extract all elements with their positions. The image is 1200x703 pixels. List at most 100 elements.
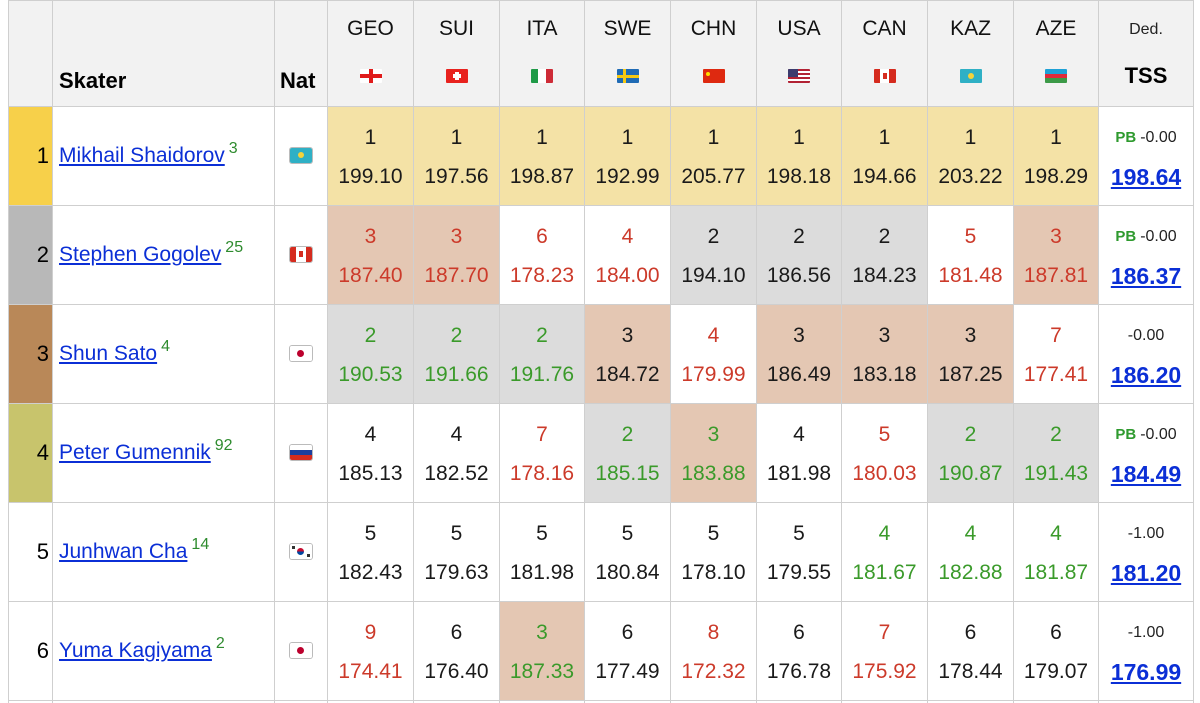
skater-name-link[interactable]: Stephen Gogolev bbox=[59, 243, 222, 266]
judge-placement: 1 bbox=[621, 126, 634, 149]
total-score-link[interactable]: 186.37 bbox=[1110, 263, 1182, 289]
judge-score: 179.63 bbox=[424, 561, 489, 584]
deductions-line: -0.00 bbox=[1099, 312, 1193, 354]
skater-column-header[interactable]: Skater bbox=[52, 0, 275, 107]
skater-name-link[interactable]: Shun Sato bbox=[59, 342, 158, 365]
total-score-link[interactable]: 176.99 bbox=[1110, 659, 1182, 685]
judge-score-cell: 7 177.41 bbox=[1013, 304, 1099, 404]
table-row: 5 Junhwan Cha 14 5 182.43 5 179.63 5 181.98 5 180.… bbox=[8, 502, 1194, 602]
judge-score-cell: 2 194.10 bbox=[670, 205, 757, 305]
judge-placement: 1 bbox=[450, 126, 463, 149]
judge-column-header-chn[interactable]: CHN bbox=[670, 0, 757, 107]
judge-column-header-can[interactable]: CAN bbox=[841, 0, 928, 107]
deductions-value: -0.00 bbox=[1127, 327, 1165, 344]
georgia-flag-icon bbox=[359, 69, 382, 83]
judge-placement: 1 bbox=[878, 126, 891, 149]
judge-score-cell: 5 178.10 bbox=[670, 502, 757, 602]
judge-score-cell: 4 185.13 bbox=[327, 403, 414, 503]
skater-name-link[interactable]: Peter Gumennik bbox=[59, 441, 211, 464]
judge-placement: 3 bbox=[364, 225, 377, 248]
judge-score-cell: 6 176.78 bbox=[756, 601, 842, 701]
skater-name-link[interactable]: Mikhail Shaidorov bbox=[59, 144, 225, 167]
nat-column-header[interactable]: Nat bbox=[274, 0, 328, 107]
judge-column-header-swe[interactable]: SWE bbox=[584, 0, 671, 107]
judge-score: 199.10 bbox=[338, 165, 403, 188]
total-score-link[interactable]: 186.20 bbox=[1110, 362, 1182, 388]
nationality-cell bbox=[274, 106, 328, 206]
judge-score: 198.87 bbox=[509, 165, 575, 188]
personal-best-badge: PB bbox=[1115, 228, 1137, 245]
judge-score-cell: 2 184.23 bbox=[841, 205, 928, 305]
judge-score-cell: 1 205.77 bbox=[670, 106, 757, 206]
results-table: Skater Nat GEO SUI ITA SWE CHN USA CAN KAZ AZE D… bbox=[8, 0, 1194, 703]
judge-score-cell: 5 180.03 bbox=[841, 403, 928, 503]
judge-score-cell: 9 174.41 bbox=[327, 601, 414, 701]
skater-cell: Yuma Kagiyama 2 bbox=[52, 601, 275, 701]
judge-score-cell: 6 179.07 bbox=[1013, 601, 1099, 701]
judge-score-cell: 2 190.87 bbox=[927, 403, 1014, 503]
tss-column-header[interactable]: Ded. TSS bbox=[1098, 0, 1194, 107]
judge-placement: 8 bbox=[707, 621, 720, 644]
judge-score-cell: 3 187.40 bbox=[327, 205, 414, 305]
judge-score: 198.18 bbox=[766, 165, 832, 188]
judge-score: 184.00 bbox=[595, 264, 660, 287]
judge-placement: 6 bbox=[964, 621, 977, 644]
judge-placement: 3 bbox=[878, 324, 891, 347]
kazakhstan-flag-icon bbox=[290, 148, 312, 164]
judge-placement: 5 bbox=[707, 522, 720, 545]
country-code-label: AZE bbox=[1035, 17, 1077, 40]
judge-placement: 2 bbox=[621, 423, 634, 446]
personal-best-badge: PB bbox=[1115, 129, 1137, 146]
judge-score-cell: 3 186.49 bbox=[756, 304, 842, 404]
nationality-cell bbox=[274, 502, 328, 602]
judge-placement: 7 bbox=[878, 621, 891, 644]
judge-column-header-ita[interactable]: ITA bbox=[499, 0, 585, 107]
total-score-link[interactable]: 181.20 bbox=[1110, 560, 1182, 586]
judge-score-cell: 3 187.81 bbox=[1013, 205, 1099, 305]
total-score-link[interactable]: 184.49 bbox=[1110, 461, 1182, 487]
country-code-label: CAN bbox=[862, 17, 907, 40]
judge-placement: 5 bbox=[878, 423, 891, 446]
judge-score: 179.99 bbox=[681, 363, 746, 386]
country-code-label: USA bbox=[777, 17, 821, 40]
total-score-link[interactable]: 198.64 bbox=[1110, 164, 1182, 190]
rank-header bbox=[8, 0, 53, 107]
judge-score-cell: 3 187.25 bbox=[927, 304, 1014, 404]
deductions-value: -0.00 bbox=[1140, 426, 1177, 443]
china-flag-icon bbox=[702, 69, 725, 83]
country-code-label: CHN bbox=[690, 17, 737, 40]
judge-score-cell: 5 181.48 bbox=[927, 205, 1014, 305]
judge-column-header-aze[interactable]: AZE bbox=[1013, 0, 1099, 107]
judge-column-header-sui[interactable]: SUI bbox=[413, 0, 500, 107]
judge-placement: 2 bbox=[1050, 423, 1062, 446]
judge-score-cell: 5 179.55 bbox=[756, 502, 842, 602]
judge-placement: 3 bbox=[707, 423, 720, 446]
table-row: 1 Mikhail Shaidorov 3 1 199.10 1 197.56 1 198.87… bbox=[8, 106, 1194, 206]
judge-score: 179.55 bbox=[766, 561, 832, 584]
judge-placement: 2 bbox=[536, 324, 548, 347]
rank-cell: 6 bbox=[8, 601, 53, 701]
judge-column-header-usa[interactable]: USA bbox=[756, 0, 842, 107]
judge-score-cell: 2 186.56 bbox=[756, 205, 842, 305]
judge-score-cell: 3 187.70 bbox=[413, 205, 500, 305]
judge-score: 181.98 bbox=[509, 561, 575, 584]
judge-score-cell: 7 175.92 bbox=[841, 601, 928, 701]
canada-flag-icon bbox=[290, 247, 312, 263]
country-code-label: GEO bbox=[347, 17, 394, 40]
judge-score: 178.23 bbox=[509, 264, 575, 287]
switzerland-flag-icon bbox=[445, 69, 468, 83]
judge-score-cell: 1 198.18 bbox=[756, 106, 842, 206]
skater-name-link[interactable]: Yuma Kagiyama bbox=[59, 639, 212, 662]
judge-score: 185.15 bbox=[595, 462, 660, 485]
kazakhstan-flag-icon bbox=[959, 69, 982, 83]
judge-score: 182.88 bbox=[938, 561, 1003, 584]
judge-column-header-geo[interactable]: GEO bbox=[327, 0, 414, 107]
deductions-line: PB -0.00 bbox=[1099, 411, 1193, 453]
judge-placement: 7 bbox=[1050, 324, 1062, 347]
deductions-header-label: Ded. bbox=[1129, 21, 1163, 38]
skater-name-link[interactable]: Junhwan Cha bbox=[59, 540, 188, 563]
judge-placement: 5 bbox=[364, 522, 377, 545]
judge-score: 181.87 bbox=[1023, 561, 1089, 584]
judge-column-header-kaz[interactable]: KAZ bbox=[927, 0, 1014, 107]
country-code-label: SWE bbox=[603, 17, 652, 40]
